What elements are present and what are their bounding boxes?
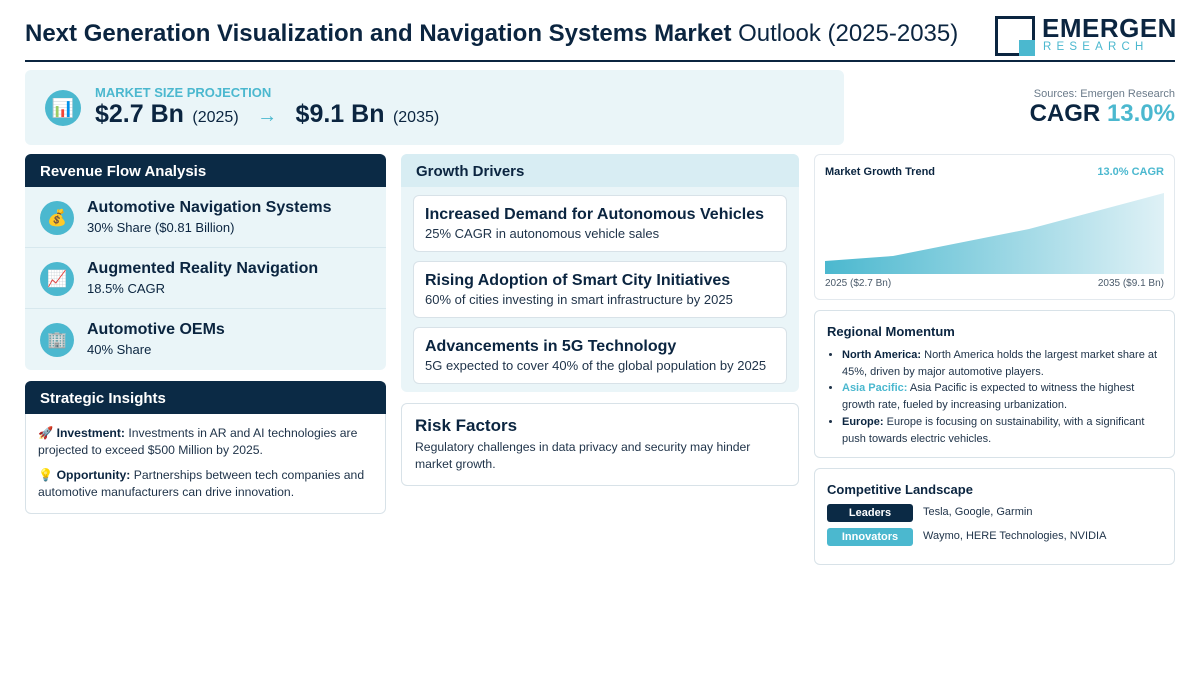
region-text: North America holds the largest market s… xyxy=(842,349,1158,378)
region-name: Europe: xyxy=(842,415,884,428)
growth-driver-item: Rising Adoption of Smart City Initiative… xyxy=(413,261,787,318)
market-size-values: $2.7 Bn (2025) → $9.1 Bn (2035) xyxy=(95,100,439,129)
strategic-insights-title: Strategic Insights xyxy=(25,381,386,414)
revenue-item: 🏢 Automotive OEMs 40% Share xyxy=(25,309,386,370)
leaders-names: Tesla, Google, Garmin xyxy=(923,506,1033,518)
market-size-panel: 📊 MARKET SIZE PROJECTION $2.7 Bn (2025) … xyxy=(25,70,844,145)
growth-driver-sub: 60% of cities investing in smart infrast… xyxy=(425,292,733,307)
revenue-item-sub: 30% Share ($0.81 Billion) xyxy=(87,220,235,235)
growth-driver-item: Advancements in 5G Technology 5G expecte… xyxy=(413,327,787,384)
regional-momentum-title: Regional Momentum xyxy=(827,324,955,339)
trend-title: Market Growth Trend xyxy=(825,166,936,178)
growth-driver-title: Rising Adoption of Smart City Initiative… xyxy=(425,272,731,289)
market-end-value: $9.1 Bn xyxy=(295,100,385,128)
region-name: Asia Pacific: xyxy=(842,382,908,395)
revenue-item-title: Augmented Reality Navigation xyxy=(87,260,319,277)
page-title: Next Generation Visualization and Naviga… xyxy=(25,20,958,48)
strategic-insight-label: Investment: xyxy=(56,426,125,440)
revenue-item-title: Automotive OEMs xyxy=(87,321,225,338)
growth-drivers-title: Growth Drivers xyxy=(401,154,799,187)
list-item: Europe: Europe is focusing on sustainabi… xyxy=(842,414,1164,447)
strategic-insight-text: Partnerships between tech companies and … xyxy=(38,468,365,499)
risk-factors-text: Regulatory challenges in data privacy an… xyxy=(415,440,751,471)
revenue-item: 💰 Automotive Navigation Systems 30% Shar… xyxy=(25,187,386,248)
cagr-headline: CAGR 13.0% xyxy=(1030,100,1175,128)
competitive-landscape-title: Competitive Landscape xyxy=(827,482,973,497)
sources-label: Sources: Emergen Research xyxy=(1033,88,1175,100)
revenue-item-title: Automotive Navigation Systems xyxy=(87,199,332,216)
growth-driver-title: Advancements in 5G Technology xyxy=(425,338,677,355)
growth-driver-title: Increased Demand for Autonomous Vehicles xyxy=(425,206,765,223)
strategic-insights-card: Strategic Insights 🚀 Investment: Investm… xyxy=(25,381,386,514)
trend-area xyxy=(825,193,1164,274)
strategic-insight-item: 🚀 Investment: Investments in AR and AI t… xyxy=(26,425,385,459)
revenue-item-sub: 18.5% CAGR xyxy=(87,281,166,296)
innovators-names: Waymo, HERE Technologies, NVIDIA xyxy=(923,530,1107,542)
innovators-badge: Innovators xyxy=(827,528,913,546)
revenue-flow-title: Revenue Flow Analysis xyxy=(25,154,386,187)
trend-end-label: 2035 ($9.1 Bn) xyxy=(1097,278,1164,289)
list-item: Asia Pacific: Asia Pacific is expected t… xyxy=(842,380,1164,413)
growth-driver-sub: 25% CAGR in autonomous vehicle sales xyxy=(425,226,660,241)
strategic-insight-label: Opportunity: xyxy=(56,468,131,482)
revenue-item-sub: 40% Share xyxy=(87,342,152,357)
emergen-logo: EMERGEN RESEARCH xyxy=(995,14,1176,56)
region-text: Asia Pacific is expected to witness the … xyxy=(842,382,1135,412)
list-item: North America: North America holds the l… xyxy=(842,347,1164,380)
leaders-badge: Leaders xyxy=(827,504,913,522)
market-end-year: (2035) xyxy=(392,109,440,126)
cagr-label: CAGR xyxy=(1029,100,1101,127)
rocket-icon: 🚀 xyxy=(38,426,54,440)
money-bag-icon: 💰 xyxy=(40,201,74,235)
growth-drivers-card: Growth Drivers Increased Demand for Auto… xyxy=(401,154,799,392)
region-text: Europe is focusing on sustainability, wi… xyxy=(842,415,1145,445)
logo-main-text: EMERGEN xyxy=(1042,13,1177,43)
trend-start-label: 2025 ($2.7 Bn) xyxy=(825,278,892,289)
regional-list: North America: North America holds the l… xyxy=(842,347,1164,447)
page-title-rest: Outlook (2025-2035) xyxy=(738,20,959,47)
building-icon: 🏢 xyxy=(40,323,74,357)
risk-factors-title: Risk Factors xyxy=(415,416,518,435)
trend-chart-icon: 📈 xyxy=(40,262,74,296)
logo-sub-text: RESEARCH xyxy=(1043,41,1149,53)
cagr-value: 13.0% xyxy=(1106,100,1175,127)
growth-driver-sub: 5G expected to cover 40% of the global p… xyxy=(425,358,767,373)
competitive-landscape-card: Competitive Landscape Leaders Tesla, Goo… xyxy=(814,468,1175,565)
logo-mark-icon xyxy=(995,16,1035,56)
page-header: Next Generation Visualization and Naviga… xyxy=(25,12,1176,62)
market-start-value: $2.7 Bn xyxy=(95,100,184,128)
revenue-flow-card: Revenue Flow Analysis 💰 Automotive Navig… xyxy=(25,154,386,370)
strategic-insight-text: Investments in AR and AI technologies ar… xyxy=(38,426,358,457)
market-size-label: MARKET SIZE PROJECTION xyxy=(95,85,272,100)
region-name: North America: xyxy=(842,349,922,361)
lightbulb-icon: 💡 xyxy=(38,468,54,482)
bar-chart-icon: 📊 xyxy=(45,90,81,126)
arrow-right-icon: → xyxy=(257,105,278,127)
trend-cagr: 13.0% CAGR xyxy=(1097,166,1164,178)
trend-area-chart xyxy=(825,193,1164,274)
page-title-bold: Next Generation Visualization and Naviga… xyxy=(25,20,732,47)
strategic-insight-item: 💡 Opportunity: Partnerships between tech… xyxy=(26,467,385,501)
regional-momentum-card: Regional Momentum North America: North A… xyxy=(814,310,1175,458)
risk-factors-card: Risk Factors Regulatory challenges in da… xyxy=(401,403,799,486)
revenue-item: 📈 Augmented Reality Navigation 18.5% CAG… xyxy=(25,248,386,309)
growth-driver-item: Increased Demand for Autonomous Vehicles… xyxy=(413,195,787,252)
market-growth-trend-card: Market Growth Trend 13.0% CAGR 2025 ($2.… xyxy=(814,154,1175,300)
market-start-year: (2025) xyxy=(192,109,239,126)
